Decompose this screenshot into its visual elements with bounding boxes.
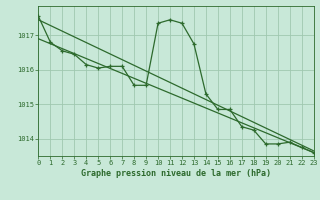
X-axis label: Graphe pression niveau de la mer (hPa): Graphe pression niveau de la mer (hPa) bbox=[81, 169, 271, 178]
